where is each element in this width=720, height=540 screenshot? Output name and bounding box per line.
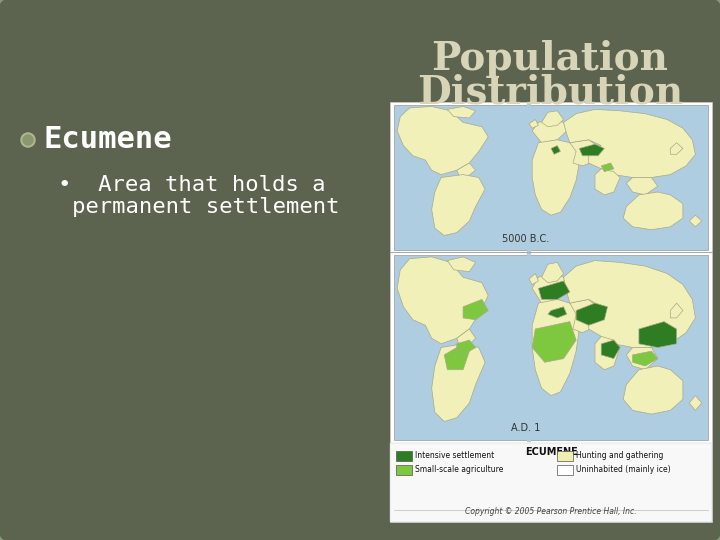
- Polygon shape: [551, 146, 560, 154]
- Text: Hunting and gathering: Hunting and gathering: [576, 451, 663, 461]
- Polygon shape: [432, 344, 485, 422]
- Text: Copyright © 2005 Pearson Prentice Hall, Inc.: Copyright © 2005 Pearson Prentice Hall, …: [465, 507, 636, 516]
- Bar: [390, 102, 712, 522]
- Text: A.D. 1: A.D. 1: [511, 423, 541, 433]
- Polygon shape: [624, 192, 683, 230]
- Polygon shape: [639, 322, 677, 348]
- Polygon shape: [564, 109, 696, 178]
- Polygon shape: [564, 261, 696, 348]
- Polygon shape: [689, 215, 702, 227]
- Polygon shape: [689, 396, 702, 410]
- Polygon shape: [456, 340, 476, 353]
- Polygon shape: [456, 163, 476, 178]
- Polygon shape: [576, 303, 608, 325]
- Polygon shape: [626, 348, 658, 370]
- Polygon shape: [456, 329, 476, 348]
- Polygon shape: [532, 299, 580, 396]
- Polygon shape: [595, 169, 620, 195]
- Polygon shape: [532, 273, 567, 303]
- Text: Population: Population: [431, 40, 668, 78]
- Polygon shape: [539, 281, 570, 299]
- Polygon shape: [447, 257, 476, 272]
- Polygon shape: [532, 322, 576, 362]
- Bar: [557, 451, 573, 461]
- Circle shape: [23, 135, 33, 145]
- Bar: [396, 451, 412, 461]
- Polygon shape: [541, 111, 564, 127]
- Text: Distribution: Distribution: [417, 73, 683, 111]
- Polygon shape: [670, 303, 683, 318]
- Polygon shape: [444, 348, 469, 370]
- Polygon shape: [601, 340, 620, 359]
- Polygon shape: [570, 299, 601, 333]
- Polygon shape: [529, 273, 539, 285]
- Text: Uninhabited (mainly ice): Uninhabited (mainly ice): [576, 465, 670, 475]
- Polygon shape: [570, 140, 601, 166]
- Text: ECUMENE: ECUMENE: [525, 447, 577, 457]
- Polygon shape: [548, 307, 567, 318]
- Polygon shape: [463, 299, 488, 320]
- Circle shape: [21, 133, 35, 147]
- Text: 5000 B.C.: 5000 B.C.: [503, 234, 549, 244]
- Polygon shape: [532, 119, 567, 143]
- Polygon shape: [580, 144, 604, 156]
- Bar: [390, 443, 712, 522]
- Bar: [396, 465, 412, 475]
- Text: •  Area that holds a: • Area that holds a: [58, 175, 325, 195]
- Polygon shape: [397, 106, 488, 174]
- Text: Ecumene: Ecumene: [44, 125, 173, 154]
- Polygon shape: [532, 140, 580, 215]
- Bar: [394, 105, 708, 250]
- Bar: [557, 465, 573, 475]
- Polygon shape: [529, 119, 539, 128]
- Polygon shape: [626, 178, 658, 195]
- Polygon shape: [397, 257, 488, 344]
- Text: Intensive settlement: Intensive settlement: [415, 451, 494, 461]
- Polygon shape: [624, 366, 683, 414]
- Bar: [394, 255, 708, 440]
- Polygon shape: [633, 351, 658, 366]
- Polygon shape: [601, 163, 613, 172]
- Polygon shape: [432, 174, 485, 235]
- Polygon shape: [670, 143, 683, 154]
- Text: Small-scale agriculture: Small-scale agriculture: [415, 465, 503, 475]
- Polygon shape: [447, 106, 476, 118]
- Text: permanent settlement: permanent settlement: [72, 197, 340, 217]
- Polygon shape: [595, 336, 620, 370]
- Polygon shape: [541, 262, 564, 283]
